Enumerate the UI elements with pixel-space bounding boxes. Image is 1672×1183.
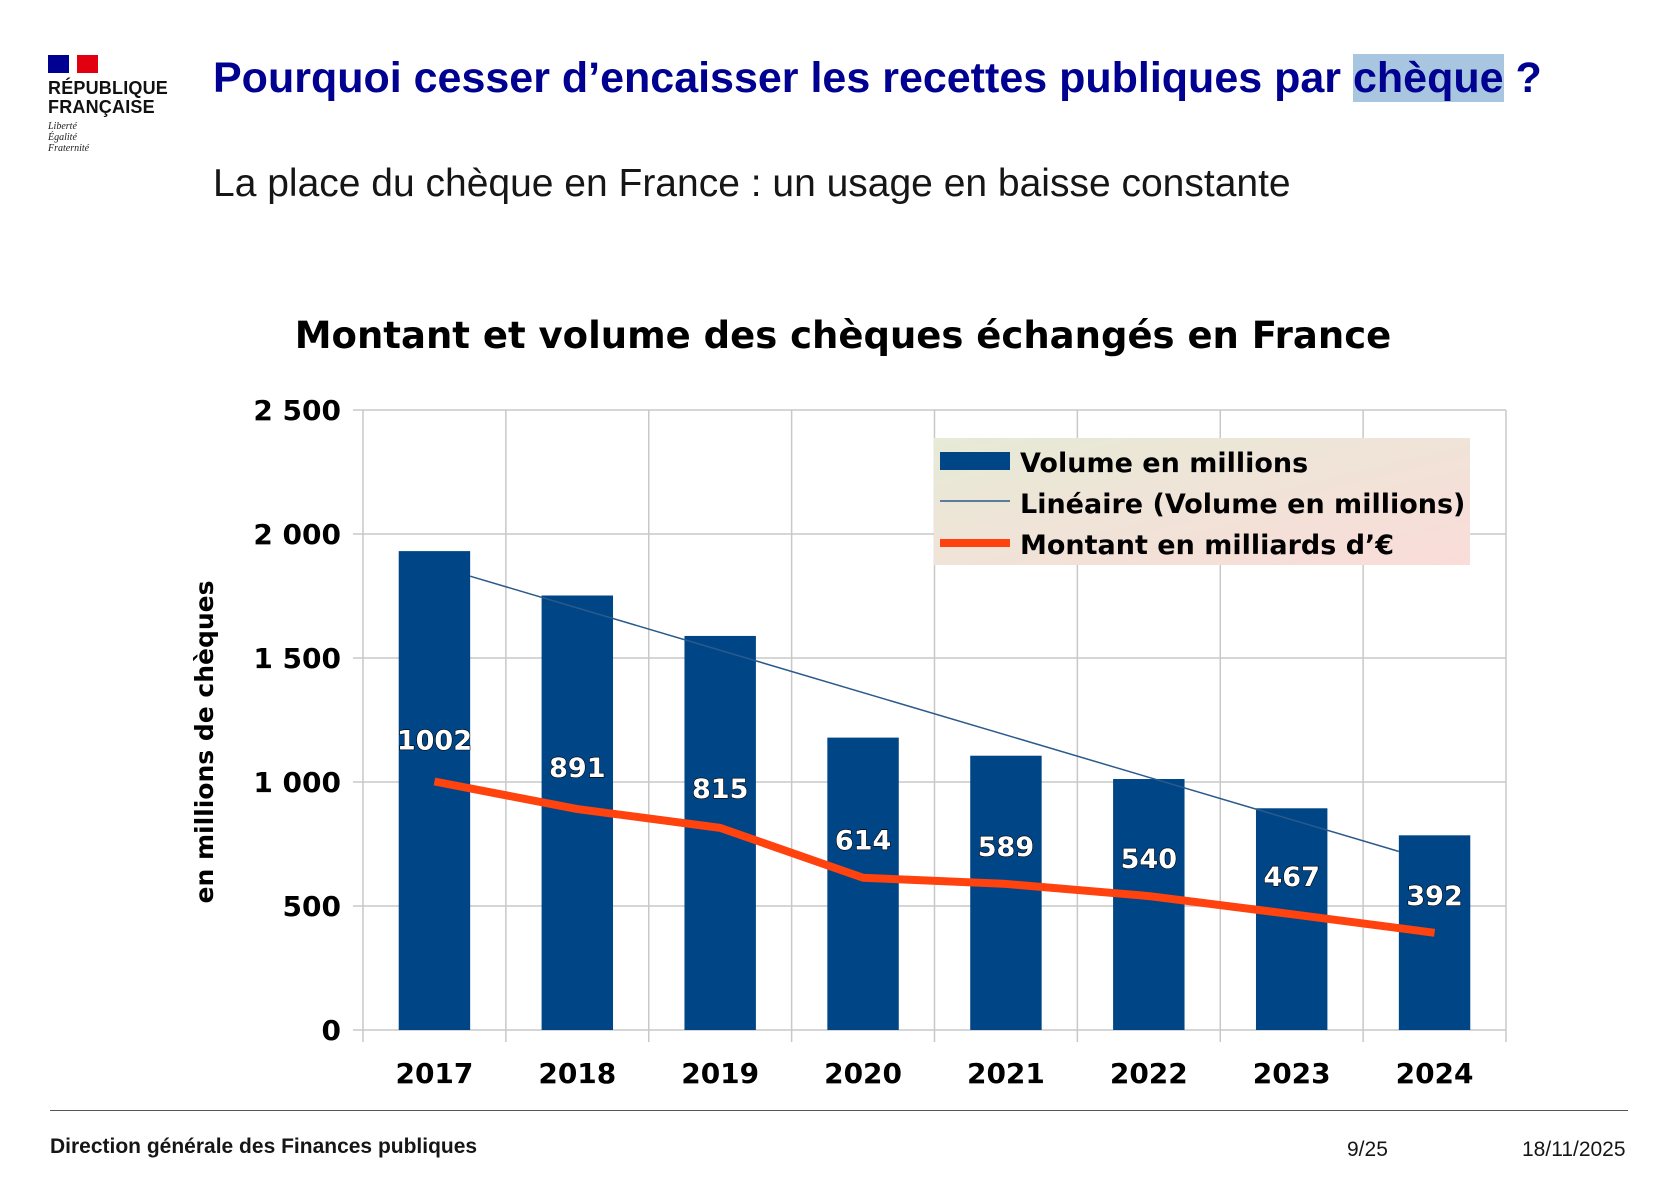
data-label: 589 <box>978 832 1034 863</box>
republique-francaise-logo: RÉPUBLIQUE FRANÇAISE Liberté Égalité Fra… <box>48 55 178 154</box>
data-label: 540 <box>1121 844 1177 875</box>
bar <box>398 551 471 1030</box>
data-label: 815 <box>692 774 748 805</box>
x-tick-label: 2023 <box>1253 1057 1331 1090</box>
bar <box>827 737 899 1030</box>
data-label: 891 <box>549 753 605 784</box>
legend: Volume en millions Linéaire (Volume en m… <box>934 438 1470 565</box>
x-tick-label: 2017 <box>395 1057 473 1090</box>
page-subtitle: La place du chèque en France : un usage … <box>213 162 1291 205</box>
bar-series <box>398 551 1471 1030</box>
trend-line <box>469 575 1400 853</box>
bar <box>970 755 1042 1030</box>
page-number: 9/25 <box>1347 1138 1388 1161</box>
footer-organization: Direction générale des Finances publique… <box>50 1135 478 1158</box>
chart-title: Montant et volume des chèques échangés e… <box>295 314 1392 357</box>
logo-motto: Liberté Égalité Fraternité <box>48 121 90 154</box>
highlighted-word: chèque <box>1352 54 1504 102</box>
y-tick-label: 1 500 <box>253 642 341 675</box>
x-tick-label: 2022 <box>1110 1057 1188 1090</box>
data-labels: 1002 891 815 614 589 540 467 392 <box>396 725 1463 912</box>
y-tick-label: 2 000 <box>253 518 341 551</box>
data-label: 1002 <box>397 726 472 757</box>
y-tick-label: 2 500 <box>253 394 341 427</box>
x-tick-label: 2019 <box>681 1057 759 1090</box>
x-tick-label: 2024 <box>1396 1057 1474 1090</box>
footer-date: 18/11/2025 <box>1522 1138 1626 1161</box>
page-title: Pourquoi cesser d’encaisser les recettes… <box>213 54 1542 102</box>
footer-divider <box>50 1110 1628 1111</box>
data-label: 614 <box>835 826 891 857</box>
y-tick-label: 1 000 <box>253 766 341 799</box>
data-label: 467 <box>1264 862 1320 893</box>
legend-label-trend: Linéaire (Volume en millions) <box>1020 489 1465 520</box>
x-tick-label: 2018 <box>538 1057 616 1090</box>
legend-swatch-volume <box>940 452 1010 470</box>
logo-text: RÉPUBLIQUE FRANÇAISE <box>48 78 169 117</box>
y-axis-label: en millions de chèques <box>190 581 219 904</box>
data-label: 392 <box>1406 881 1462 912</box>
chart-axes: 0 500 1 000 1 500 2 000 2 500 2017 2018 2019 2020… <box>253 394 1473 1090</box>
bar <box>1113 779 1185 1030</box>
x-tick-label: 2021 <box>967 1057 1045 1090</box>
legend-label-volume: Volume en millions <box>1020 448 1308 479</box>
y-tick-label: 0 <box>322 1014 341 1047</box>
y-tick-label: 500 <box>283 890 341 923</box>
french-flag-icon <box>48 55 98 73</box>
legend-background <box>934 438 1470 565</box>
montant-line <box>433 777 1436 937</box>
montant-series <box>433 777 1436 937</box>
x-tick-label: 2020 <box>824 1057 902 1090</box>
legend-label-montant: Montant en milliards d’€ <box>1020 530 1394 561</box>
trend-series <box>469 575 1400 853</box>
